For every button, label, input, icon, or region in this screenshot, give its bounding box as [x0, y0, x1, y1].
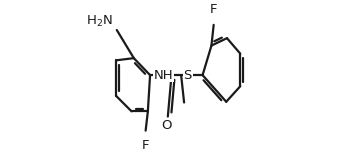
Text: F: F: [210, 3, 217, 16]
Text: O: O: [161, 119, 172, 132]
Text: F: F: [142, 139, 149, 152]
Text: NH: NH: [154, 69, 173, 82]
Text: H$_2$N: H$_2$N: [86, 14, 113, 29]
Text: S: S: [184, 69, 192, 82]
